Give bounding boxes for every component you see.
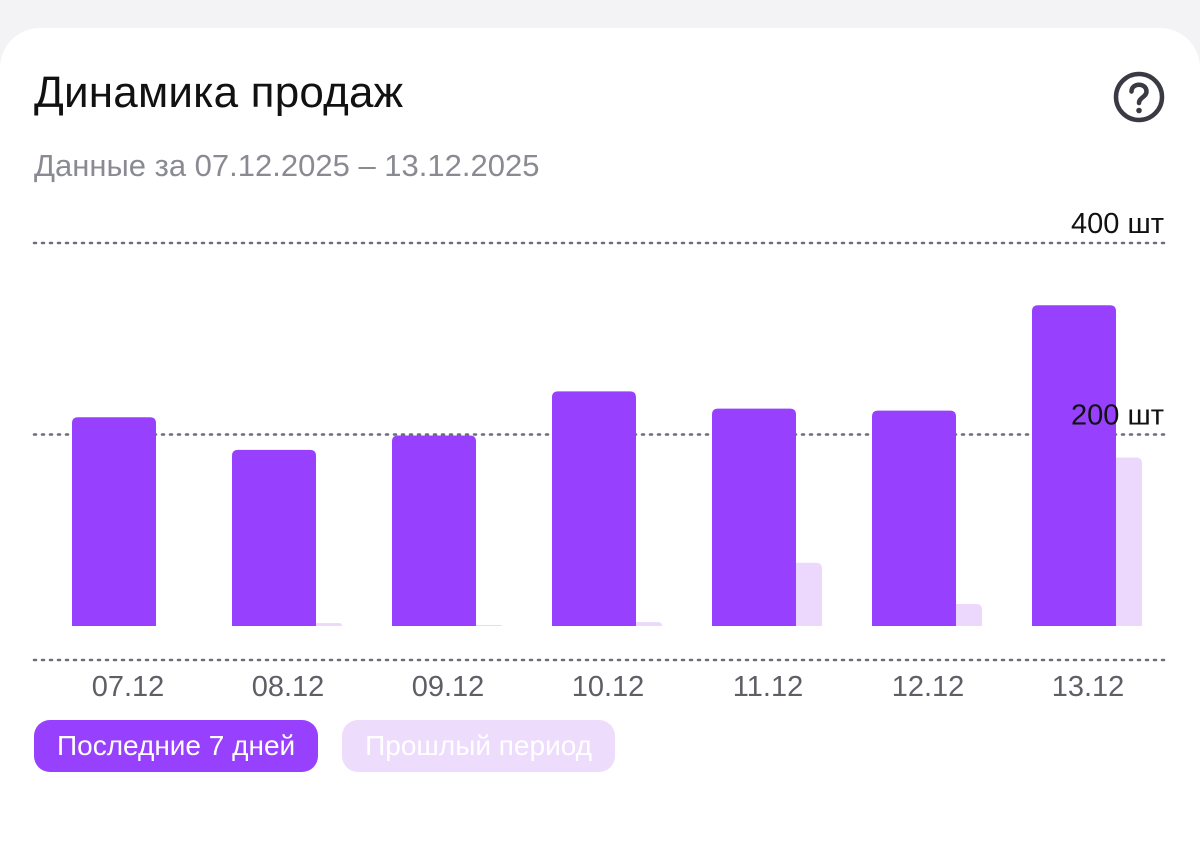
x-tick-label: 08.12 bbox=[252, 671, 325, 703]
legend-current-period-button[interactable]: Последние 7 дней bbox=[34, 720, 319, 772]
bar-current-10.12[interactable] bbox=[552, 391, 636, 626]
chart-title: Динамика продаж bbox=[34, 68, 404, 117]
bar-current-13.12[interactable] bbox=[1032, 305, 1116, 626]
x-tick-label: 09.12 bbox=[412, 671, 485, 703]
sales-bar-chart: 07.12 08.12 09.12 10.12 11.12 12.12 13.12 400 ш… bbox=[32, 208, 1168, 703]
legend-previous-period-button[interactable]: Прошлый период bbox=[342, 720, 616, 772]
x-tick-label: 07.12 bbox=[92, 671, 165, 703]
x-tick-label: 11.12 bbox=[733, 671, 803, 703]
question-circle-icon[interactable] bbox=[1112, 70, 1166, 124]
y-tick-label: 200 шт bbox=[1071, 400, 1164, 432]
chart-legend: Последние 7 дней Прошлый период bbox=[34, 720, 616, 772]
bar-current-07.12[interactable] bbox=[72, 417, 156, 626]
x-tick-label: 13.12 bbox=[1052, 671, 1125, 703]
sales-dynamics-card: Динамика продаж Данные за 07.12.2025 – 1… bbox=[0, 28, 1200, 856]
bar-current-12.12[interactable] bbox=[872, 410, 956, 626]
date-range-subtitle: Данные за 07.12.2025 – 13.12.2025 bbox=[34, 148, 540, 183]
y-tick-label: 400 шт bbox=[1071, 208, 1164, 240]
bar-current-09.12[interactable] bbox=[392, 435, 476, 626]
x-tick-label: 10.12 bbox=[572, 671, 645, 703]
x-tick-label: 12.12 bbox=[892, 671, 965, 703]
bar-current-11.12[interactable] bbox=[712, 408, 796, 626]
bar-current-08.12[interactable] bbox=[232, 449, 316, 626]
